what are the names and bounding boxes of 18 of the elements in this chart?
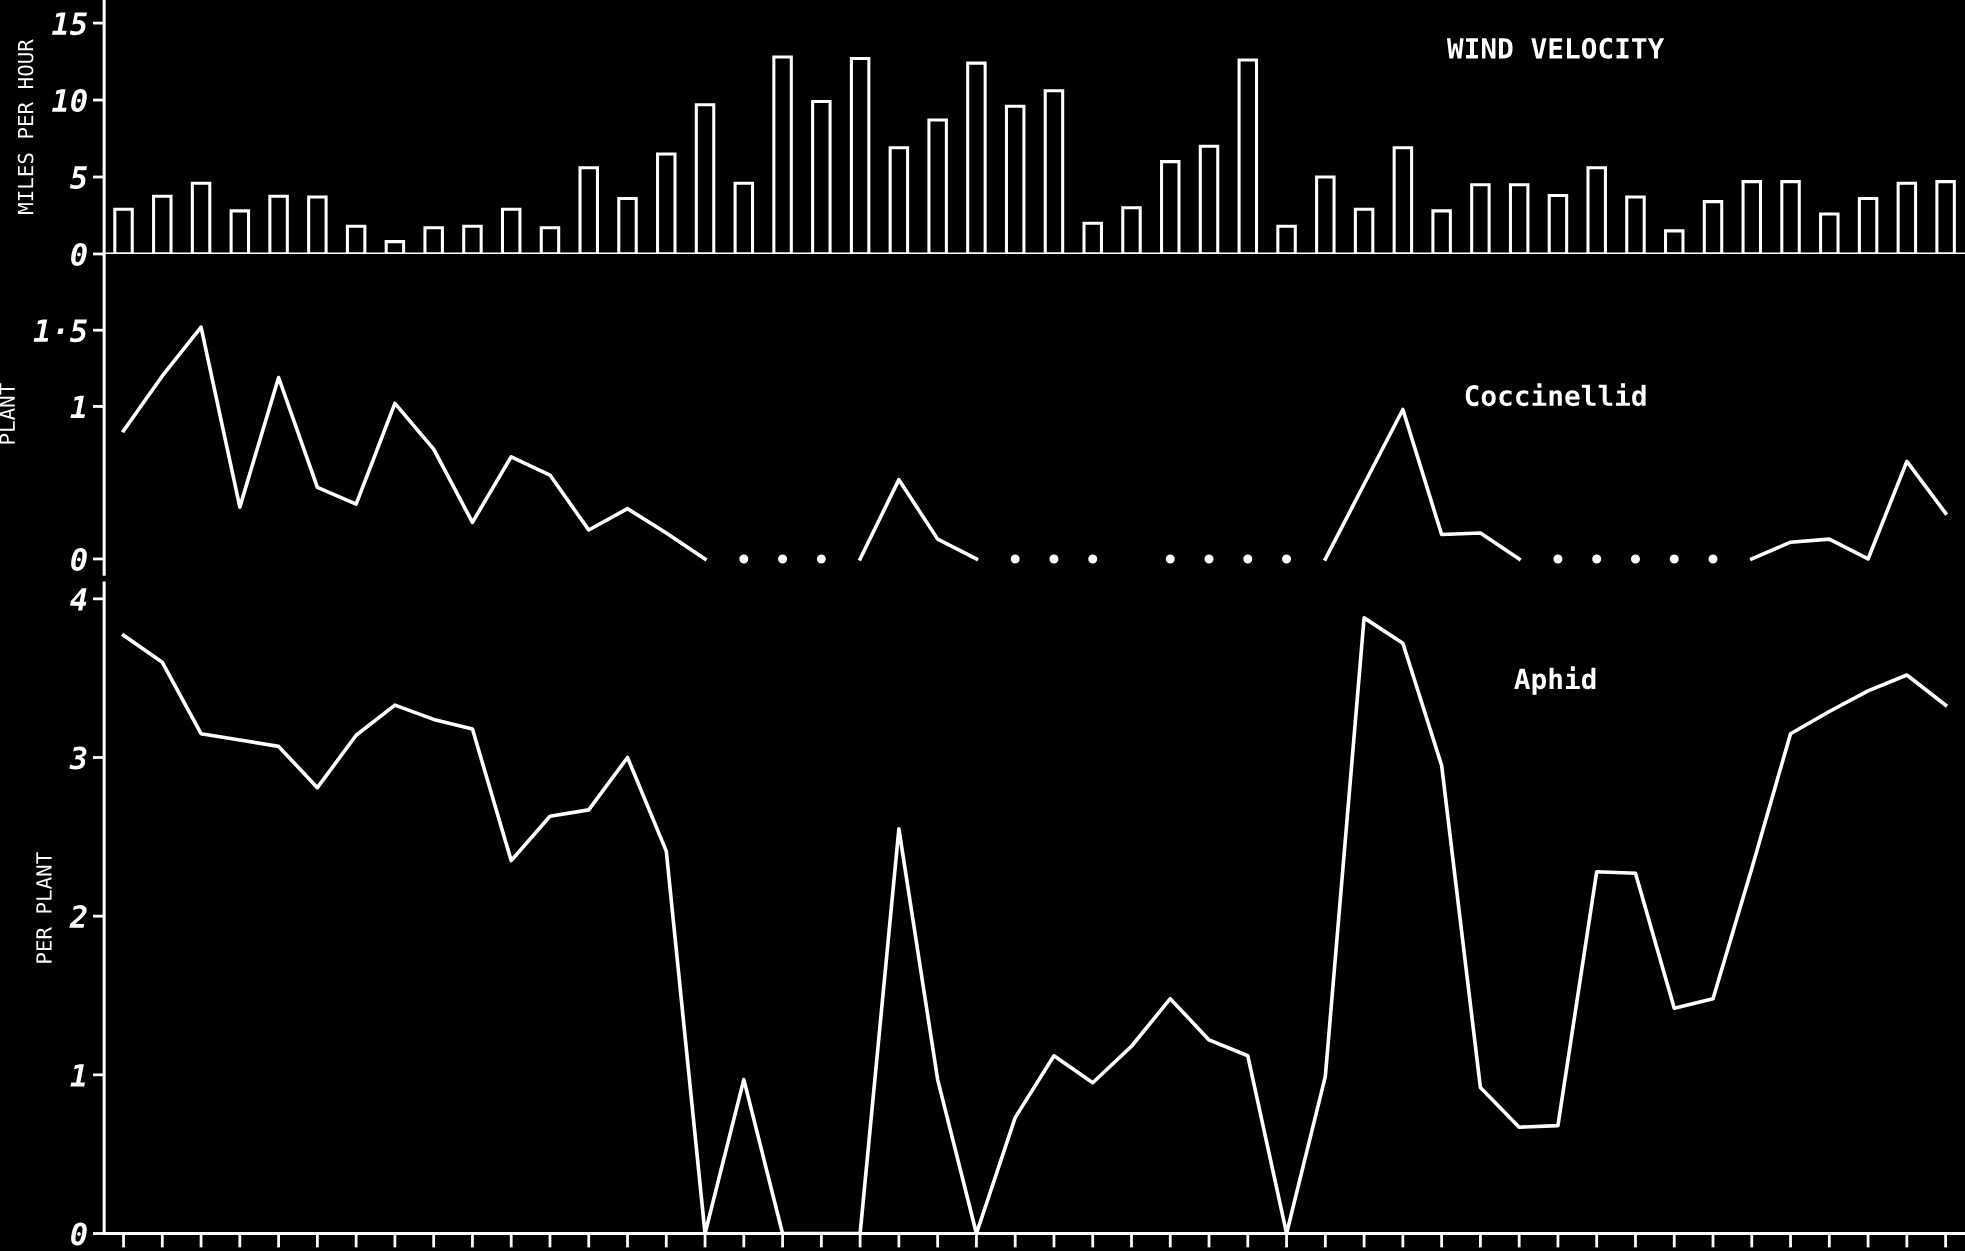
y-tick-label: 1 — [70, 1064, 85, 1087]
y-tick-label: 5 — [69, 166, 87, 190]
text: WIND VELOCITY — [1446, 37, 1665, 59]
y-axis-title: MILES PER HOUR — [17, 39, 34, 214]
y-axis-title: PER PLANT — [36, 852, 52, 963]
y-tick-label: 10 — [52, 88, 87, 113]
y-tick-label: 0 — [71, 547, 87, 571]
text: Coccinellid — [1465, 383, 1646, 407]
y-tick-label: 15 — [52, 12, 87, 36]
y-tick-label: 2 — [69, 905, 87, 928]
y-tick-label: 4 — [70, 588, 87, 611]
text: Aphid — [1514, 666, 1596, 695]
y-tick-label: 0 — [71, 1222, 87, 1246]
y-tick-label: 1 — [70, 395, 85, 419]
y-axis-title: PLANT — [0, 383, 15, 444]
y-tick-label: 0 — [71, 242, 87, 266]
y-tick-label: 3 — [69, 746, 87, 770]
y-tick-label: 1·5 — [33, 319, 87, 343]
